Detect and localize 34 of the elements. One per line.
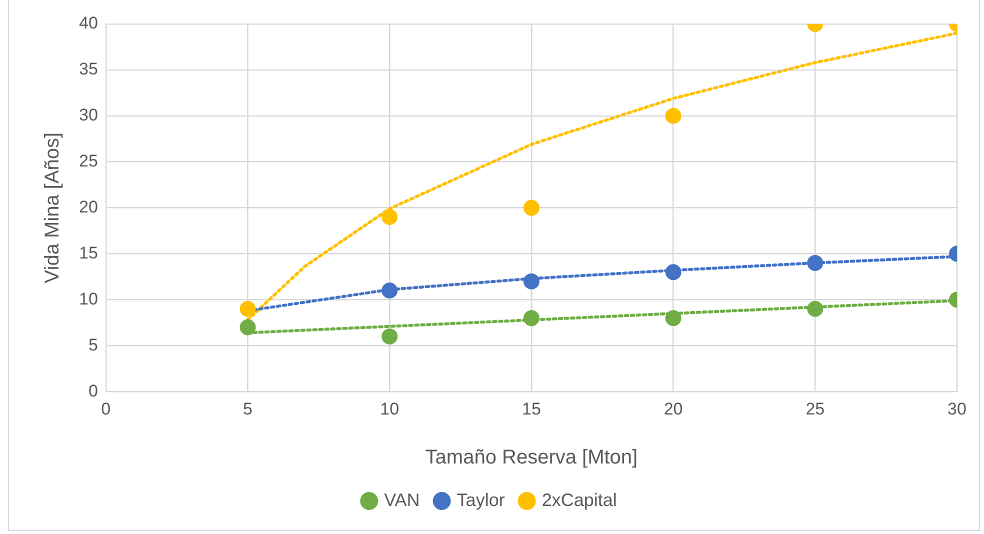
y-tick-label: 40 [78,14,98,33]
x-tick-label: 15 [522,399,541,418]
point [523,273,540,290]
y-tick-label: 15 [78,243,98,262]
y-tick-label: 20 [78,197,98,216]
point [807,254,824,271]
legend-label: VAN [384,490,420,510]
x-tick-label: 10 [380,399,400,418]
point [807,300,824,317]
y-tick-label: 25 [78,152,98,171]
y-tick-label: 0 [88,381,98,400]
x-tick-label: 0 [101,399,111,418]
x-tick-label: 20 [664,399,683,418]
point [382,282,398,299]
legend-label: 2xCapital [542,490,617,510]
y-tick-label: 30 [78,106,98,125]
y-tick-label: 35 [78,60,98,79]
y-axis-title: Vida Mina [Años] [42,132,64,284]
point [240,300,256,317]
point [382,328,398,344]
y-tick-label: 5 [88,335,98,354]
x-tick-label: 5 [243,399,252,418]
x-axis-title: Tamaño Reserva [Mton] [425,446,638,469]
x-tick-label: 25 [806,399,825,418]
point [240,319,256,336]
point [382,208,398,225]
y-tick-label: 10 [78,289,98,308]
x-tick-label: 30 [948,399,966,418]
point [665,264,682,280]
point [523,310,540,326]
point [665,108,682,124]
point [665,310,682,326]
legend-label: Taylor [456,490,505,510]
point [523,200,540,216]
